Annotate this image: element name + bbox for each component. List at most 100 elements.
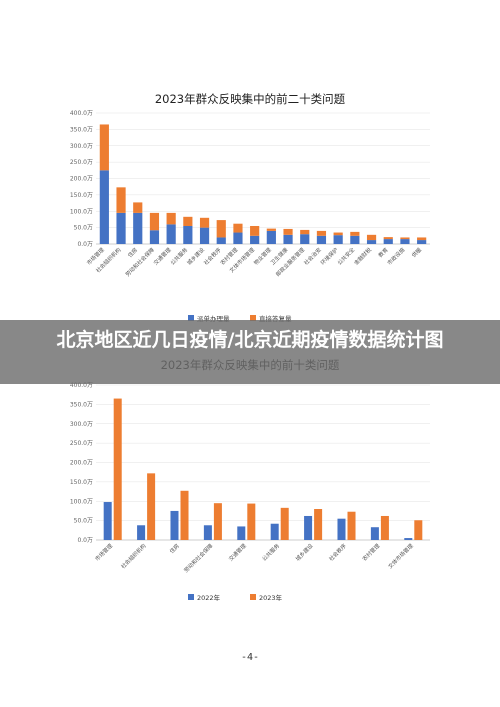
y-tick-label: 200.0万	[70, 176, 93, 183]
y-tick-label: 200.0万	[70, 460, 93, 467]
bar	[266, 228, 276, 231]
bar	[203, 525, 212, 540]
x-category-label: 住房	[168, 542, 181, 555]
bar	[199, 217, 210, 228]
bar	[400, 239, 410, 244]
y-tick-label: 400.0万	[70, 382, 93, 389]
bar	[300, 234, 310, 244]
bar	[347, 511, 356, 540]
bar	[404, 538, 413, 540]
bar	[137, 525, 146, 540]
bar	[304, 515, 313, 540]
bar	[417, 237, 427, 241]
bar	[149, 212, 160, 231]
bar	[250, 225, 260, 236]
bar	[133, 202, 143, 213]
y-tick-label: 250.0万	[70, 440, 93, 447]
bar	[216, 220, 226, 238]
x-category-label: 市场管理	[93, 541, 114, 562]
bar	[237, 526, 246, 540]
bar	[283, 228, 293, 235]
page-number: -4-	[240, 652, 260, 663]
legend-swatch	[188, 594, 194, 600]
y-tick-label: 150.0万	[70, 192, 93, 199]
bar	[113, 398, 122, 540]
banner-title: 北京地区近几日疫情/北京近期疫情数据统计图	[56, 329, 444, 351]
bar	[116, 187, 126, 213]
x-category-label: 供暖	[410, 245, 424, 259]
bar	[183, 216, 193, 226]
y-tick-label: 0.0万	[77, 537, 93, 544]
bar	[133, 212, 143, 244]
bar	[183, 225, 193, 244]
x-category-label: 环境保护	[319, 246, 340, 267]
bar	[280, 507, 289, 540]
bar	[417, 240, 427, 244]
x-category-label: 社会秩序	[327, 541, 348, 562]
bar	[283, 234, 293, 244]
bar	[414, 520, 423, 540]
bar	[247, 503, 256, 540]
y-tick-label: 300.0万	[70, 143, 93, 150]
bar	[233, 232, 243, 244]
top20-stacked-bar-chart: 2023年群众反映集中的前二十类问题 0.0万 50.0万 100.0万 150.0万 2…	[0, 80, 500, 330]
bar	[216, 237, 226, 244]
bar	[250, 235, 260, 244]
legend-swatch	[250, 594, 256, 600]
chart-title: 2023年群众反映集中的前二十类问题	[155, 92, 346, 106]
legend-label: 2023年	[259, 593, 283, 602]
top20-chart-svg: 2023年群众反映集中的前二十类问题 0.0万 50.0万 100.0万 150.0万 2…	[70, 92, 430, 323]
x-category-label: 文体市场管理	[386, 541, 415, 570]
bar	[270, 523, 279, 540]
bar	[333, 232, 343, 236]
y-tick-label: 100.0万	[70, 498, 93, 505]
x-category-label: 金融财税	[352, 245, 373, 266]
bar	[149, 230, 160, 244]
bar	[370, 527, 379, 540]
bar	[314, 509, 323, 540]
bar	[99, 124, 109, 171]
x-category-label: 城乡建设	[294, 541, 315, 562]
y-tick-label: 150.0万	[70, 479, 93, 486]
y-tick-label: 100.0万	[70, 208, 93, 215]
y-tick-label: 350.0万	[70, 126, 93, 133]
bar	[383, 239, 393, 244]
bar	[170, 510, 179, 540]
bar	[266, 230, 276, 244]
bar	[316, 230, 327, 236]
legend-label: 直接答复量	[259, 314, 292, 323]
bar	[300, 229, 310, 235]
bar	[147, 473, 156, 540]
legend-label: 2022年	[197, 593, 221, 602]
x-category-label: 教育	[376, 245, 390, 259]
bar	[366, 234, 377, 241]
bar	[233, 223, 243, 233]
x-category-label: 住房	[126, 246, 139, 259]
bar	[337, 518, 346, 540]
legend-label: 派单办理量	[197, 314, 230, 323]
bar	[350, 231, 360, 236]
y-tick-label: 350.0万	[70, 401, 93, 408]
legend-swatch	[188, 315, 194, 321]
y-tick-label: 50.0万	[74, 225, 93, 232]
overlay-banner: 北京地区近几日疫情/北京近期疫情数据统计图	[0, 320, 500, 384]
bar	[380, 515, 389, 540]
bar	[99, 170, 109, 244]
bar	[213, 503, 222, 540]
top10-chart-svg: 2023年群众反映集中的前十类问题0.0万50.0万100.0万150.0万20…	[70, 358, 430, 602]
bar	[400, 237, 410, 240]
bar	[383, 237, 393, 240]
x-category-label: 公共服务	[260, 541, 281, 562]
bar	[180, 490, 189, 540]
bar	[316, 235, 327, 244]
bar	[166, 212, 176, 225]
y-tick-label: 300.0万	[70, 421, 93, 428]
x-category-label: 交通管理	[227, 541, 248, 562]
bar	[199, 227, 210, 244]
bar	[103, 502, 112, 540]
y-tick-label: 250.0万	[70, 159, 93, 166]
bar	[116, 212, 126, 244]
bar	[333, 235, 343, 244]
y-tick-label: 50.0万	[74, 518, 93, 525]
x-category-label: 劳动和社会保障	[124, 245, 157, 278]
